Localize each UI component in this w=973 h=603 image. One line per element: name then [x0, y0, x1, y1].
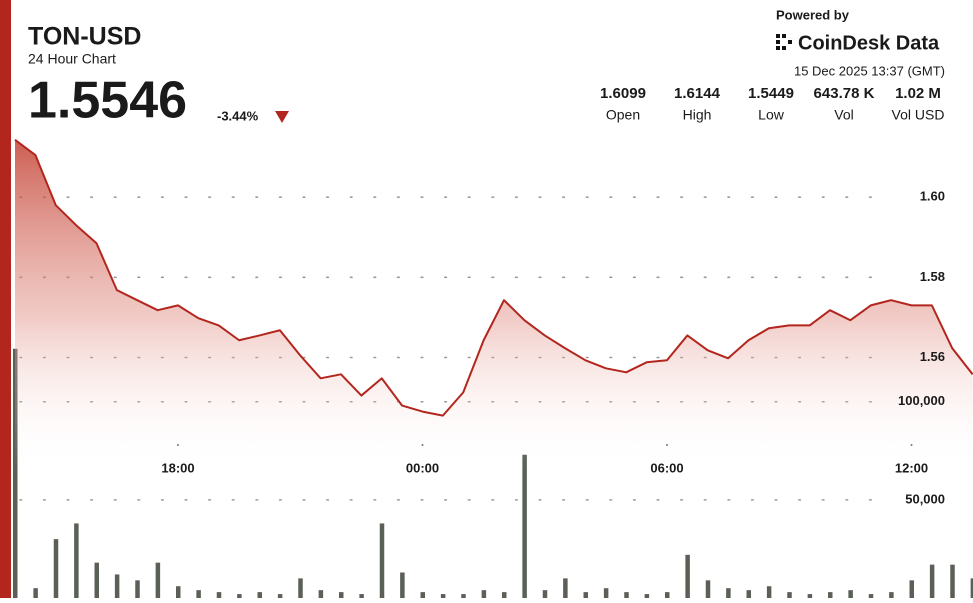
stat-label: Open: [606, 107, 640, 123]
change-arrow: [275, 111, 289, 123]
stat-value: 1.6099: [600, 85, 646, 102]
stat-label: Low: [758, 107, 785, 123]
x-tick: [177, 444, 179, 446]
price-area: [15, 139, 973, 598]
stat-label: Vol USD: [892, 107, 945, 123]
change: -3.44%: [217, 108, 259, 123]
y2-tick-label: 100,000: [898, 393, 945, 408]
brand-logo: [776, 34, 792, 50]
subtitle: 24 Hour Chart: [28, 51, 116, 67]
x-tick: [421, 444, 424, 446]
timestamp: 15 Dec 2025 13:37 (GMT): [794, 63, 945, 78]
price: 1.5546: [28, 72, 187, 130]
x-tick: [910, 444, 913, 446]
price-line: [14, 139, 973, 417]
y-tick-label: 1.60: [920, 189, 945, 204]
x-tick-label: 12:00: [895, 460, 928, 475]
stat-label: Vol: [834, 107, 853, 123]
brand: CoinDesk Data: [798, 32, 940, 54]
symbol: TON-USD: [28, 23, 141, 51]
plot-area: 1.56 1.58 1.60 50,000 100,000 18:00 00:00 06:00…: [13, 139, 973, 598]
accent-bar: [0, 0, 11, 598]
stat-value: 1.5449: [748, 85, 794, 102]
y2-tick-label: 50,000: [905, 491, 945, 506]
stat-value: 1.02 M: [895, 85, 941, 102]
y-tick-label: 1.58: [920, 269, 945, 284]
x-tick-label: 06:00: [650, 460, 683, 475]
x-tick: [666, 444, 668, 446]
x-tick-label: 00:00: [406, 460, 439, 475]
stat-value: 1.6144: [674, 85, 721, 102]
stat-value: 643.78 K: [814, 85, 875, 102]
stats: 1.6099 Open 1.6144 High 1.5449 Low 643.78 K Vol…: [600, 85, 944, 123]
powered-by: Powered by: [776, 7, 850, 22]
x-tick-label: 18:00: [161, 460, 194, 475]
stat-label: High: [683, 107, 712, 123]
y-tick-label: 1.56: [920, 349, 945, 364]
